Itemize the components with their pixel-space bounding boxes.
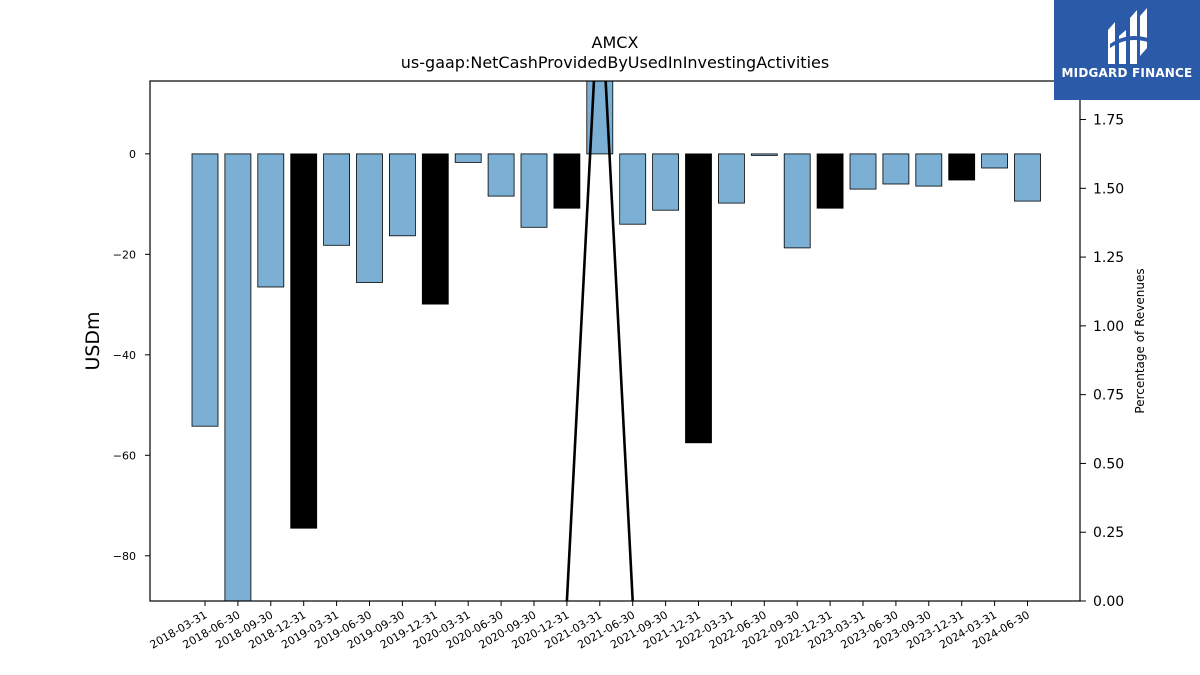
bar-2019-12-31 (421, 153, 449, 305)
plot-frame (149, 80, 1081, 602)
bar-group (191, 81, 1041, 601)
pct-line-group (565, 81, 634, 601)
bar-2023-06-30 (882, 153, 910, 185)
bar-2020-06-30 (487, 153, 515, 197)
y-axis-right-label: Percentage of Revenues (1133, 268, 1147, 413)
bar-2023-12-31 (948, 153, 976, 181)
bar-2020-09-30 (520, 153, 548, 228)
y-right-tick-label: 1.00 (1093, 319, 1124, 335)
bar-2024-03-31 (981, 153, 1008, 169)
y-tick-label: −80 (113, 550, 136, 563)
bar-2020-12-31 (553, 153, 581, 209)
y-right-tick-label: 0.75 (1093, 388, 1124, 404)
bar-2019-03-31 (323, 153, 351, 246)
y-tick-label: −20 (113, 248, 136, 261)
y-right-tick-label: 0.00 (1093, 594, 1124, 610)
y-tick-label: 0 (129, 148, 136, 161)
bar-2021-06-30 (619, 153, 647, 225)
bar-2022-09-30 (783, 153, 811, 249)
chart-title: AMCX (592, 33, 639, 52)
brand-logo: MIDGARD FINANCE (1054, 0, 1200, 100)
bar-2022-12-31 (816, 153, 844, 209)
y-tick-label: −40 (113, 349, 136, 362)
bar-2021-12-31 (685, 153, 712, 444)
y-axis-label: USDm (82, 311, 104, 370)
bar-2018-12-31 (290, 153, 318, 529)
bar-2020-03-31 (454, 153, 482, 163)
y-right-tick-label: 0.25 (1093, 525, 1124, 541)
y-right-tick-label: 1.25 (1093, 250, 1124, 266)
bar-2018-09-30 (257, 153, 285, 288)
brand-name: MIDGARD FINANCE (1061, 66, 1193, 80)
y-right-tick-label: 1.50 (1093, 181, 1124, 197)
y-right-tick-label: 0.50 (1093, 456, 1124, 472)
y-right-tick-label: 1.75 (1093, 113, 1124, 129)
bar-2019-09-30 (388, 153, 416, 237)
bar-2018-06-30 (224, 153, 252, 601)
y-axis-right: 0.00 0.25 0.50 0.75 1.00 1.25 1.50 1.75 (1080, 113, 1124, 610)
bar-2019-06-30 (356, 153, 383, 283)
bar-2022-03-31 (718, 153, 745, 204)
bar-2023-09-30 (915, 153, 943, 187)
pct-line (565, 81, 634, 601)
bar-2021-09-30 (652, 153, 679, 211)
bar-2022-06-30 (750, 153, 778, 156)
midgard-logo-icon (1108, 8, 1148, 64)
y-tick-label: −60 (113, 449, 136, 462)
bar-2023-03-31 (849, 153, 877, 190)
bar-2018-03-31 (191, 153, 219, 427)
x-axis: 2018-03-312018-06-302018-09-302018-12-31… (148, 601, 1032, 652)
y-axis-left: 0 −20 −40 −60 −80 (113, 148, 150, 563)
chart-subtitle: us-gaap:NetCashProvidedByUsedInInvesting… (401, 53, 829, 72)
bar-2024-06-30 (1014, 153, 1041, 202)
